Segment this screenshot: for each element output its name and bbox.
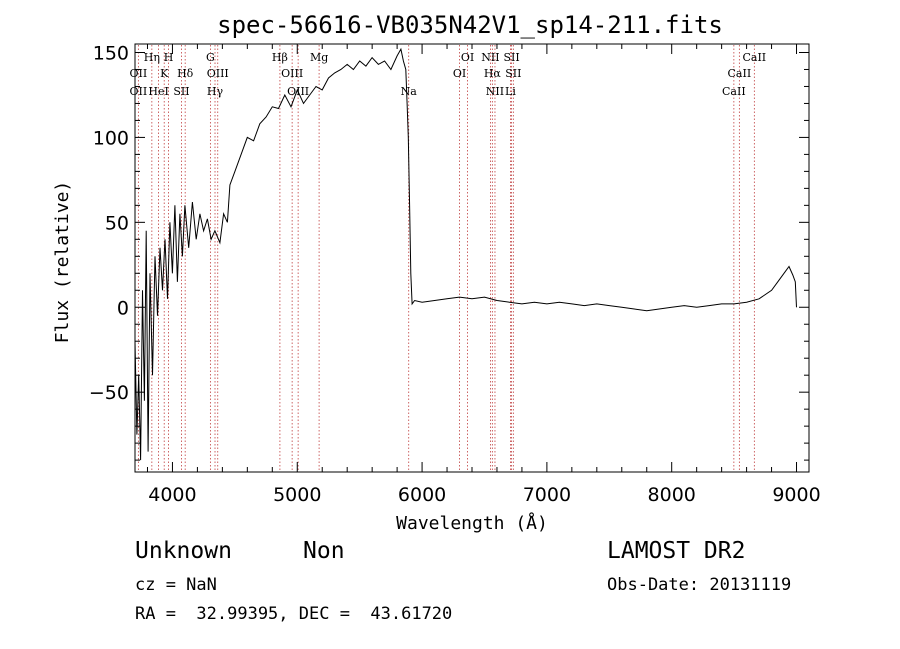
plot-frame bbox=[134, 43, 810, 473]
line-label: OIII bbox=[207, 67, 229, 80]
y-tick-label: 150 bbox=[93, 42, 129, 64]
chart-title: spec-56616-VB035N42V1_sp14-211.fits bbox=[217, 11, 723, 39]
line-label: G bbox=[206, 51, 215, 64]
x-tick-label: 7000 bbox=[523, 484, 571, 506]
line-label: Li bbox=[505, 85, 516, 98]
x-axis-label: Wavelength (Å) bbox=[396, 512, 548, 534]
line-label: CaII bbox=[742, 51, 766, 64]
line-label: OII bbox=[130, 67, 148, 80]
line-label: OII bbox=[130, 85, 148, 98]
line-label: OIII bbox=[281, 67, 303, 80]
y-tick-label: 0 bbox=[117, 297, 129, 319]
emission-line-markers bbox=[137, 45, 755, 471]
line-label: Hδ bbox=[177, 67, 194, 80]
x-tick-label: 9000 bbox=[772, 484, 820, 506]
x-tick-label: 8000 bbox=[648, 484, 696, 506]
x-tick-label: 5000 bbox=[273, 484, 321, 506]
line-label: OI bbox=[453, 67, 466, 80]
obs-date-text: Obs-Date: 20131119 bbox=[607, 575, 792, 595]
line-label: CaII bbox=[728, 67, 752, 80]
x-tick-label: 6000 bbox=[398, 484, 446, 506]
line-label: SII bbox=[503, 51, 519, 64]
line-label: HeI bbox=[148, 85, 168, 98]
line-label: SII bbox=[505, 67, 521, 80]
line-label: Hη bbox=[144, 51, 160, 64]
line-label: H bbox=[164, 51, 174, 64]
line-label: CaII bbox=[722, 85, 746, 98]
cz-text: cz = NaN bbox=[135, 575, 217, 595]
subclass-label: Non bbox=[303, 538, 345, 564]
line-label: Hγ bbox=[207, 85, 224, 98]
line-label: Na bbox=[401, 85, 418, 98]
spectrum-line bbox=[134, 47, 797, 461]
line-label: OI bbox=[461, 51, 474, 64]
y-axis-label: Flux (relative) bbox=[52, 181, 73, 344]
class-label: Unknown bbox=[135, 538, 232, 564]
x-tick-label: 4000 bbox=[148, 484, 196, 506]
line-label: Hα bbox=[484, 67, 502, 80]
y-tick-label: −50 bbox=[89, 382, 129, 404]
line-label: Mg bbox=[310, 51, 328, 64]
line-label: NII bbox=[486, 85, 504, 98]
line-label: NII bbox=[481, 51, 499, 64]
y-tick-label: 50 bbox=[105, 212, 129, 234]
y-tick-label: 100 bbox=[93, 127, 129, 149]
line-label: SII bbox=[173, 85, 189, 98]
survey-label: LAMOST DR2 bbox=[607, 538, 746, 564]
coords-text: RA = 32.99395, DEC = 43.61720 bbox=[135, 604, 453, 624]
axis-tick-labels: 4000 5000 6000 7000 8000 9000 −50 0 50 100 150 bbox=[89, 42, 821, 506]
axis-ticks bbox=[135, 44, 809, 472]
line-label: K bbox=[160, 67, 169, 80]
line-label: Hβ bbox=[272, 51, 288, 64]
